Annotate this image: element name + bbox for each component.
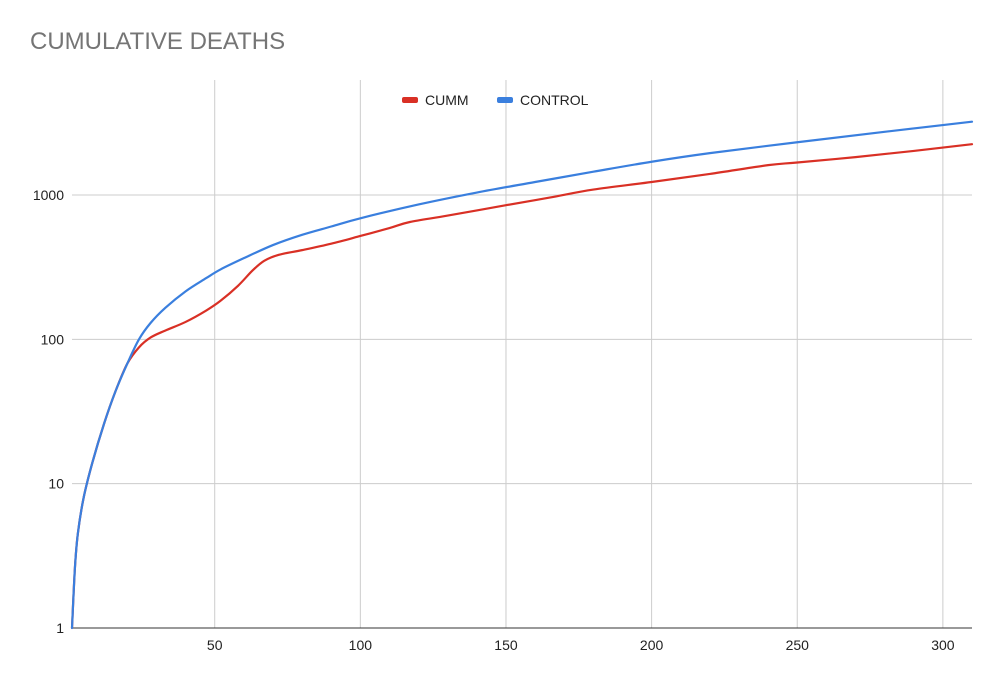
x-tick-label-300: 300 (931, 637, 955, 653)
x-tick-label-250: 250 (786, 637, 810, 653)
series-line-cumm (70, 143, 974, 630)
x-tick-label-150: 150 (494, 637, 518, 653)
y-tick-label-1: 1 (56, 620, 64, 636)
legend-label-cumm: CUMM (425, 92, 469, 108)
series-layer (70, 120, 974, 630)
y-tick-label-1000: 1000 (33, 187, 64, 203)
legend-swatch-cumm (402, 97, 418, 103)
legend-swatch-control (497, 97, 513, 103)
y-tick-label-10: 10 (48, 476, 64, 492)
y-tick-label-100: 100 (41, 331, 65, 347)
x-tick-label-50: 50 (207, 637, 223, 653)
legend: CUMM CONTROL (402, 92, 589, 108)
legend-label-control: CONTROL (520, 92, 589, 108)
chart-title: CUMULATIVE DEATHS (30, 28, 286, 55)
grid-layer (72, 80, 972, 629)
axis-layer: 50 100 150 200 250 300 1 10 100 1000 (33, 187, 955, 653)
x-tick-label-200: 200 (640, 637, 664, 653)
x-tick-label-100: 100 (349, 637, 373, 653)
series-line-control (70, 120, 974, 630)
